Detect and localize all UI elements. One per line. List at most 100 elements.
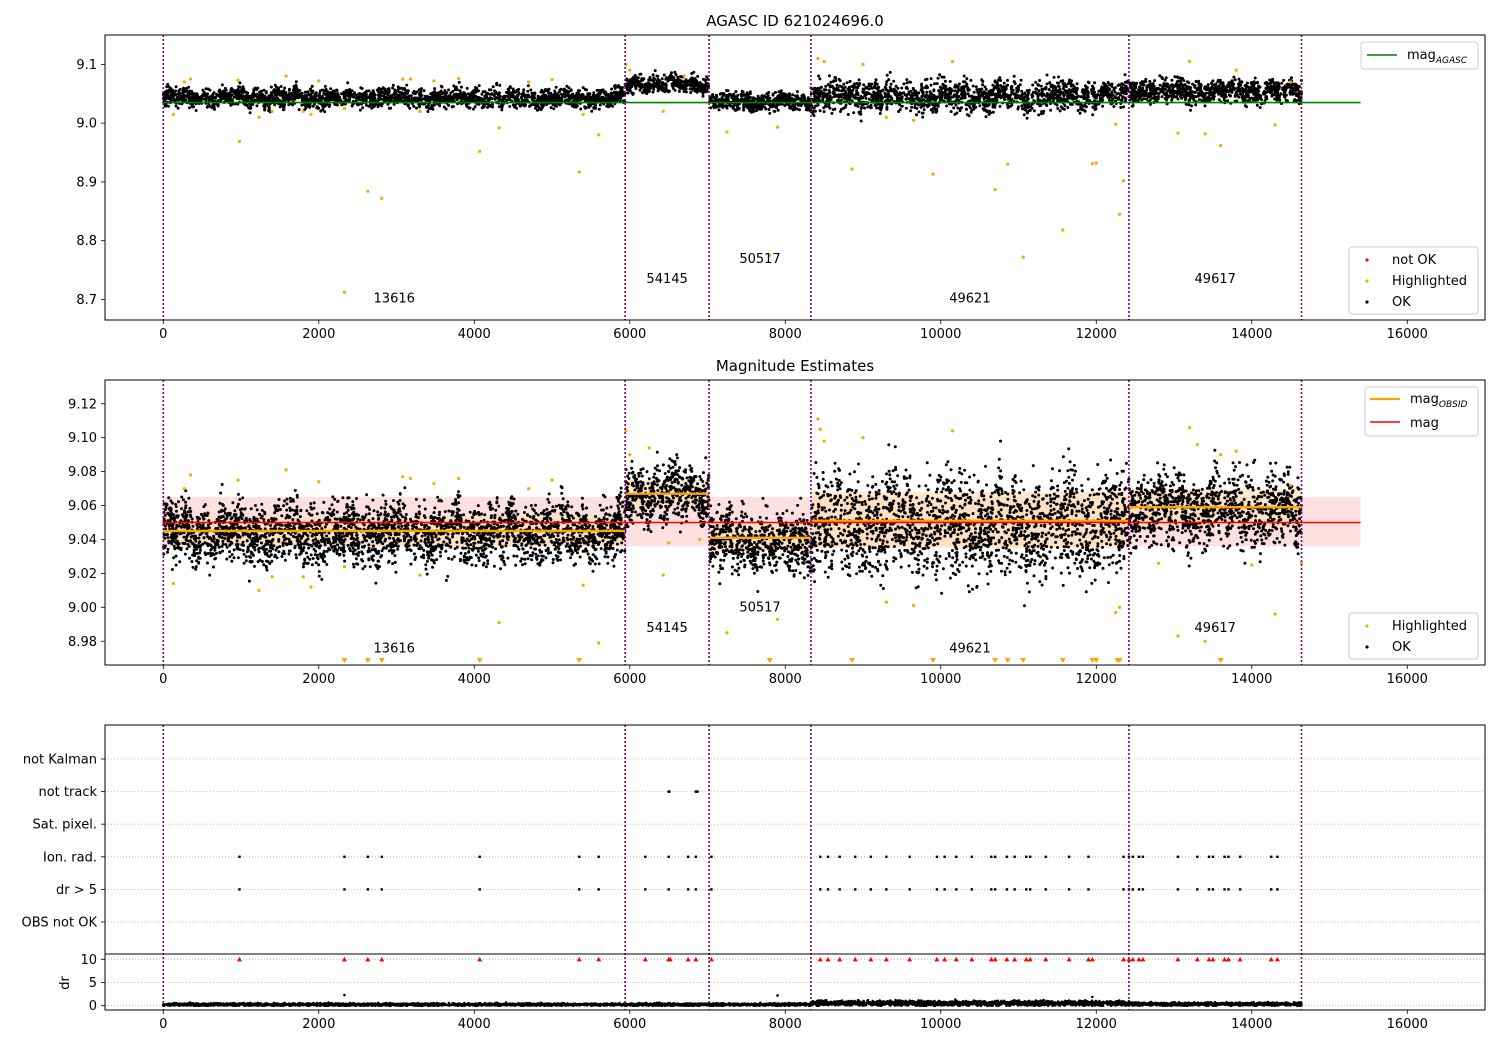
mag-panel-highlighted-point bbox=[188, 77, 193, 81]
dr-clipped-marker bbox=[642, 956, 648, 962]
mag-panel-highlighted-point bbox=[850, 167, 854, 171]
flag-point bbox=[1137, 855, 1141, 858]
estimates-panel-highlighted-point bbox=[284, 468, 288, 472]
flag-point bbox=[1013, 888, 1016, 891]
flag-point bbox=[1227, 888, 1230, 891]
flag-point bbox=[1211, 855, 1215, 858]
flag-point bbox=[854, 855, 857, 858]
dr-clipped-marker bbox=[942, 956, 948, 962]
dr-clipped-marker bbox=[237, 956, 243, 962]
estimates-panel-xtick-label-14000: 14000 bbox=[1231, 672, 1272, 687]
mag-panel-highlighted-point bbox=[1090, 162, 1094, 166]
dr-clipped-marker bbox=[883, 956, 889, 962]
estimates-panel-highlighted-point bbox=[432, 481, 436, 486]
estimates-panel-highlighted-point bbox=[581, 583, 585, 587]
offscale-marker bbox=[476, 658, 483, 663]
mag-panel-xtick-label-6000: 6000 bbox=[613, 327, 646, 342]
legend-marker-ok-2 bbox=[1365, 645, 1369, 649]
flag-point bbox=[710, 888, 713, 891]
dr-clipped-marker bbox=[1274, 956, 1280, 962]
flag-point bbox=[1211, 888, 1215, 891]
mag-panel-highlighted-point bbox=[236, 78, 240, 82]
flag-point bbox=[1067, 888, 1071, 891]
dr-ok-points bbox=[162, 998, 1303, 1007]
mag-panel-ytick-label: 8.7 bbox=[76, 293, 97, 308]
estimates-panel-ytick-label: 9.10 bbox=[68, 431, 97, 446]
flag-label: OBS not OK bbox=[22, 916, 98, 931]
flag-point bbox=[694, 888, 698, 891]
estimates-panel-highlighted-point bbox=[1117, 605, 1122, 609]
offscale-marker bbox=[1217, 658, 1224, 663]
dr-clipped-marker bbox=[1004, 956, 1010, 962]
estimates-panel-highlighted-point bbox=[342, 565, 347, 569]
obsid-label-49617: 49617 bbox=[1195, 272, 1236, 287]
legend-label-not-ok: not OK bbox=[1392, 253, 1437, 268]
mag-panel-highlighted-point bbox=[1273, 123, 1277, 127]
flag-label: Ion. rad. bbox=[43, 850, 97, 865]
mag-panel-highlighted-point bbox=[861, 62, 865, 66]
dr-clipped-marker bbox=[365, 956, 371, 962]
obsid-label-50517: 50517 bbox=[739, 252, 780, 267]
estimates-panel-highlighted-point bbox=[497, 620, 501, 625]
dr-ytick-label: 0 bbox=[89, 999, 97, 1014]
obsid-label-54145: 54145 bbox=[646, 272, 687, 287]
flags-panel-frame bbox=[104, 724, 1486, 1011]
flag-point bbox=[1269, 855, 1273, 858]
flag-point bbox=[1087, 888, 1090, 891]
obsid-label-50517: 50517 bbox=[739, 601, 780, 616]
estimates-panel-xtick-label-6000: 6000 bbox=[613, 672, 646, 687]
flag-point bbox=[1223, 888, 1226, 891]
flag-point bbox=[1028, 855, 1032, 858]
dr-clipped-marker bbox=[1066, 956, 1072, 962]
estimates-panel-highlighted-point bbox=[527, 486, 531, 491]
flag-point bbox=[1141, 855, 1145, 858]
obsid-label-13616: 13616 bbox=[374, 291, 415, 306]
flag-point bbox=[578, 855, 581, 858]
estimates-panel-highlighted-point bbox=[457, 476, 461, 480]
mag-panel-highlighted-point bbox=[401, 77, 405, 81]
mag-panel-legend-upper: magAGASC bbox=[1360, 41, 1479, 70]
dr-outlier-point bbox=[1091, 995, 1094, 999]
flag-point bbox=[970, 855, 974, 858]
legend-label-mag-obsid: magOBSID bbox=[1410, 392, 1468, 410]
flag-point bbox=[1176, 855, 1180, 858]
flag-point bbox=[1276, 855, 1279, 858]
mag-panel-highlighted-point bbox=[1021, 255, 1025, 259]
estimates-panel-highlighted-point bbox=[309, 585, 313, 589]
flag-point bbox=[993, 855, 997, 858]
mag-panel-highlighted-point bbox=[497, 126, 501, 130]
flags-panel-xtick-label-12000: 12000 bbox=[1076, 1017, 1117, 1032]
mag-panel-highlighted-point bbox=[1121, 179, 1126, 183]
estimates-panel-xtick-label-4000: 4000 bbox=[458, 672, 491, 687]
estimates-panel-highlighted-point bbox=[408, 476, 413, 480]
flag-point bbox=[1276, 888, 1279, 891]
estimates-panel-highlighted-point bbox=[257, 588, 261, 592]
mag-panel-xtick-label-14000: 14000 bbox=[1231, 327, 1272, 342]
estimates-panel-highlighted-point bbox=[1195, 442, 1199, 447]
estimates-panel-ytick-label: 9.12 bbox=[68, 397, 97, 412]
estimates-panel-highlighted-point bbox=[418, 573, 422, 577]
mag-panel-highlighted-point bbox=[1234, 68, 1238, 72]
flag-point bbox=[597, 855, 600, 858]
flag-point bbox=[885, 888, 888, 891]
mag-panel-highlighted-point bbox=[1117, 212, 1122, 216]
dr-clipped-marker bbox=[1225, 956, 1231, 962]
legend-marker-not-ok bbox=[1365, 258, 1369, 262]
dr-clipped-marker bbox=[1194, 956, 1200, 962]
legend-label-mag-agasc: magAGASC bbox=[1407, 48, 1468, 66]
estimates-panel-ytick-label: 9.00 bbox=[68, 601, 97, 616]
dr-clipped-marker bbox=[1027, 956, 1033, 962]
estimates-panel-highlighted-point bbox=[317, 480, 321, 484]
legend-marker-highlighted bbox=[1365, 279, 1369, 283]
mag-panel-highlighted-point bbox=[884, 115, 888, 119]
estimates-panel-xtick-label-12000: 12000 bbox=[1076, 672, 1117, 687]
flags-panel: not Kalman not track Sat. pixel. Ion. rad. d… bbox=[22, 724, 1486, 1032]
flag-point bbox=[686, 855, 690, 858]
mag-panel-highlighted-point bbox=[1219, 143, 1223, 148]
mag-panel-highlighted-point bbox=[628, 68, 632, 72]
legend-label-ok-2: OK bbox=[1392, 640, 1411, 655]
estimates-panel-highlighted-point bbox=[236, 478, 240, 482]
mag-panel-highlighted-point bbox=[1187, 59, 1192, 64]
estimates-panel-highlighted-point bbox=[818, 427, 822, 431]
estimates-panel-highlighted-point bbox=[725, 631, 729, 635]
